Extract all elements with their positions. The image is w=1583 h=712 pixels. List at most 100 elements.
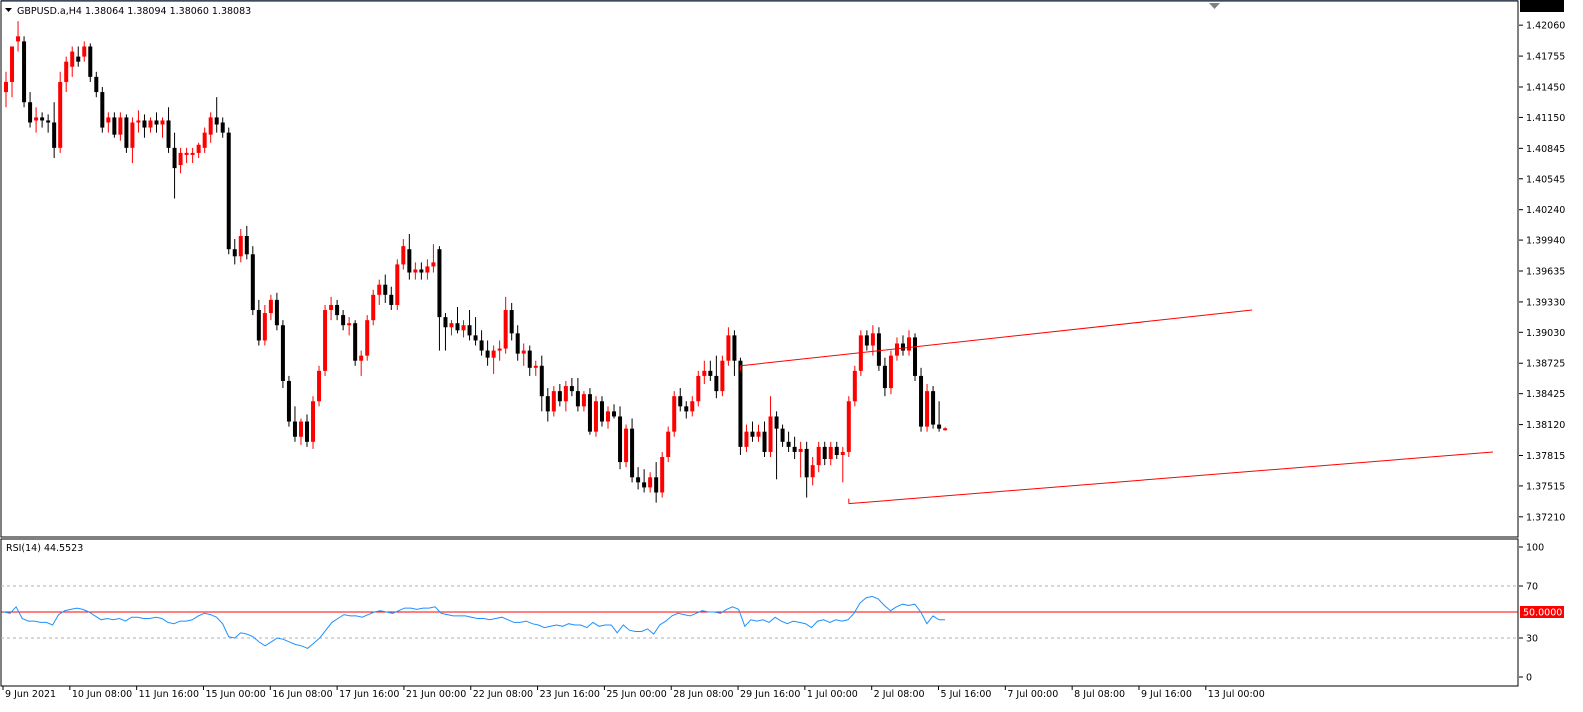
candle-body xyxy=(750,431,755,437)
candle-body xyxy=(913,337,918,376)
candle-body xyxy=(630,428,635,478)
candle-body xyxy=(4,81,8,93)
candle-body xyxy=(371,294,376,321)
candle-body xyxy=(545,396,550,412)
candle-body xyxy=(503,310,508,349)
candle-body xyxy=(834,446,839,455)
candle-body xyxy=(28,102,33,123)
candle-body xyxy=(70,51,75,67)
time-tick-label: 10 Jun 08:00 xyxy=(72,689,132,700)
candle-body xyxy=(581,394,586,407)
price-tick-label: 1.41450 xyxy=(1526,83,1565,94)
candle-body xyxy=(804,448,809,478)
candle-body xyxy=(648,477,653,488)
price-axis: 1.42060 1.41755 1.41450 1.41150 1.40845 1.405… xyxy=(1519,21,1565,523)
candle-body xyxy=(317,370,322,402)
candle-body xyxy=(94,76,99,93)
time-tick-label: 22 Jun 08:00 xyxy=(473,689,533,700)
price-tick-label: 1.38425 xyxy=(1526,389,1565,400)
candle-body xyxy=(118,117,123,135)
rsi-level-tag xyxy=(1520,606,1564,618)
candle-body xyxy=(461,325,466,331)
candle-body xyxy=(479,340,484,351)
candle-body xyxy=(515,333,520,354)
time-tick-label: 15 Jun 00:00 xyxy=(205,689,265,700)
candle-body xyxy=(738,360,743,447)
candle-body xyxy=(612,411,617,417)
candle-body xyxy=(642,482,647,488)
candle-body xyxy=(485,350,490,358)
candle-body xyxy=(509,310,514,334)
candle-body xyxy=(828,446,833,460)
candle-body xyxy=(618,416,623,463)
current-price-tag-label: 1.38083 xyxy=(1523,0,1562,3)
candle-body xyxy=(220,122,225,133)
candle-body xyxy=(154,120,159,125)
candle-body xyxy=(238,236,243,257)
candle-body xyxy=(419,269,424,273)
candle-body xyxy=(347,323,352,326)
rsi-series xyxy=(1,585,1518,649)
time-tick-label: 28 Jun 08:00 xyxy=(673,689,733,700)
candle-body xyxy=(160,120,165,125)
candle-body xyxy=(106,117,111,123)
rsi-tick-label: 70 xyxy=(1526,582,1538,593)
shift-marker-icon[interactable] xyxy=(1209,3,1220,9)
price-tick-label: 1.41150 xyxy=(1526,113,1565,124)
candle-body xyxy=(575,391,580,407)
candle-body xyxy=(569,386,574,392)
candle-body xyxy=(780,428,785,442)
candle-body xyxy=(244,236,249,255)
candle-body xyxy=(250,254,255,311)
candle-body xyxy=(280,325,285,381)
candle-body xyxy=(58,81,63,148)
candle-body xyxy=(262,313,267,341)
candle-body xyxy=(389,294,394,305)
channel-upper-line xyxy=(740,309,1253,367)
candle-body xyxy=(305,421,309,442)
time-tick-label: 17 Jun 16:00 xyxy=(339,689,399,700)
candle-body xyxy=(136,120,141,123)
price-tick-label: 1.37210 xyxy=(1526,512,1565,523)
candle-body xyxy=(606,411,610,422)
candle-body xyxy=(311,401,316,442)
candle-body xyxy=(660,457,665,493)
candle-body xyxy=(431,262,436,267)
candle-body xyxy=(726,335,731,361)
candle-body xyxy=(720,360,725,392)
candle-body xyxy=(395,264,400,305)
candle-body xyxy=(34,117,39,121)
channel-lines[interactable] xyxy=(739,309,1493,505)
candle-body xyxy=(684,406,689,412)
candle-body xyxy=(455,323,460,331)
time-tick-label: 9 Jun 2021 xyxy=(5,689,56,700)
candle-body xyxy=(148,120,153,128)
candle-body xyxy=(888,355,893,389)
candle-body xyxy=(774,416,779,429)
candle-body xyxy=(88,46,93,77)
candle-body xyxy=(678,396,683,407)
candle-body xyxy=(184,152,189,155)
candle-body xyxy=(497,348,502,351)
candle-body xyxy=(810,465,815,478)
triangle-down-icon[interactable] xyxy=(5,8,12,12)
price-tick-label: 1.37515 xyxy=(1526,481,1565,492)
candle-body xyxy=(798,448,803,452)
candle-body xyxy=(298,421,303,437)
candle-body xyxy=(142,120,147,128)
candle-body xyxy=(882,365,887,389)
time-tick-label: 29 Jun 16:00 xyxy=(740,689,800,700)
candle-body xyxy=(846,401,851,452)
candle-body xyxy=(365,320,370,356)
candle-body xyxy=(190,152,195,155)
price-tags: 1.38083 50.0000 xyxy=(1520,0,1564,619)
candle-body xyxy=(449,323,454,328)
time-tick-label: 9 Jul 16:00 xyxy=(1141,689,1192,700)
time-tick-label: 5 Jul 16:00 xyxy=(941,689,992,700)
candle-body xyxy=(907,337,911,351)
candle-body xyxy=(383,284,388,295)
candle-body xyxy=(690,401,695,412)
candle-body xyxy=(40,117,45,121)
